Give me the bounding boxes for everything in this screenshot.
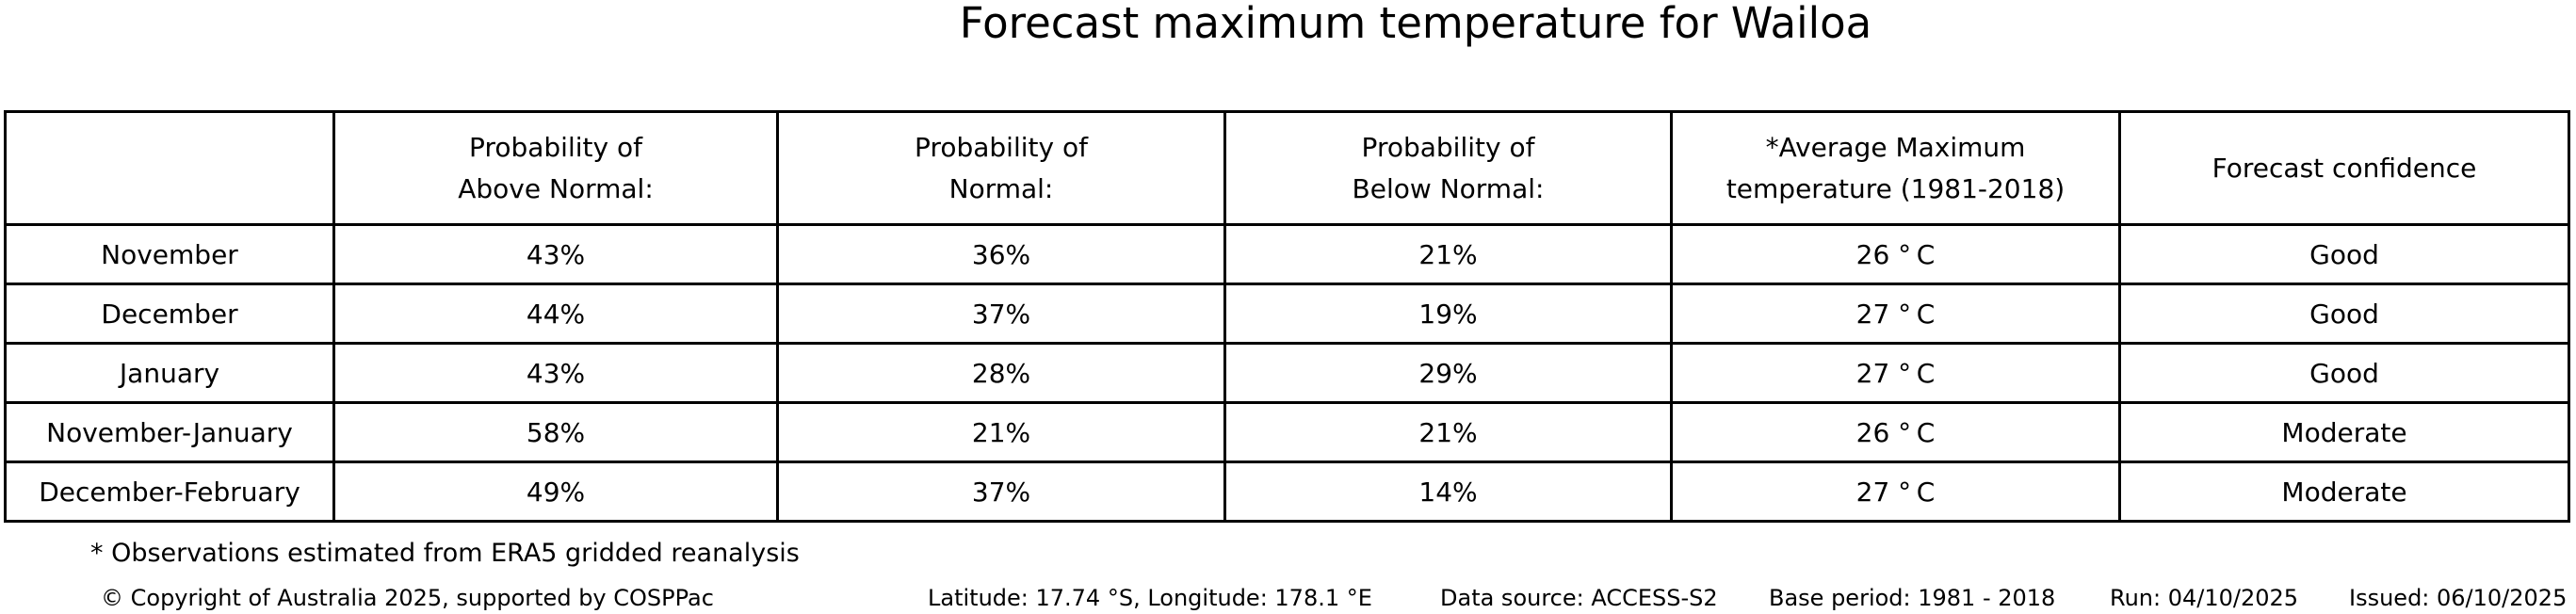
copyright-text: © Copyright of Australia 2025, supported… <box>101 585 714 611</box>
prob-normal-value: 37% <box>776 460 1226 523</box>
prob-below-value: 19% <box>1223 283 1673 345</box>
period-label: December-February <box>4 460 335 523</box>
period-label: November-January <box>4 401 335 463</box>
header-forecast-confidence: Forecast confidence <box>2118 110 2570 226</box>
avg-temp-value: 27 ° C <box>1670 460 2121 523</box>
avg-temp-value: 27 ° C <box>1670 283 2121 345</box>
prob-normal-value: 37% <box>776 283 1226 345</box>
confidence-value: Moderate <box>2118 460 2570 523</box>
prob-above-value: 43% <box>332 223 779 285</box>
table-row: November 43% 36% 21% 26 ° C Good <box>4 223 2570 285</box>
base-period-text: Base period: 1981 - 2018 <box>1769 585 2056 611</box>
prob-normal-value: 36% <box>776 223 1226 285</box>
prob-below-value: 14% <box>1223 460 1673 523</box>
period-label: January <box>4 342 335 404</box>
data-source-text: Data source: ACCESS-S2 <box>1440 585 1718 611</box>
corner-empty-cell <box>4 110 335 226</box>
issued-date-text: Issued: 06/10/2025 <box>2349 585 2568 611</box>
table-row: November-January 58% 21% 21% 26 ° C Mode… <box>4 401 2570 463</box>
table-header-row: Probability of Above Normal: Probability… <box>4 110 2570 226</box>
header-avg-max-temp: *Average Maximum temperature (1981-2018) <box>1670 110 2121 226</box>
run-date-text: Run: 04/10/2025 <box>2110 585 2299 611</box>
lat-lon-text: Latitude: 17.74 °S, Longitude: 178.1 °E <box>928 585 1372 611</box>
prob-below-value: 21% <box>1223 401 1673 463</box>
table-row: December 44% 37% 19% 27 ° C Good <box>4 283 2570 345</box>
confidence-value: Good <box>2118 283 2570 345</box>
confidence-value: Good <box>2118 342 2570 404</box>
prob-below-value: 21% <box>1223 223 1673 285</box>
header-prob-normal: Probability of Normal: <box>776 110 1226 226</box>
prob-above-value: 43% <box>332 342 779 404</box>
avg-temp-value: 26 ° C <box>1670 223 2121 285</box>
prob-normal-value: 28% <box>776 342 1226 404</box>
confidence-value: Good <box>2118 223 2570 285</box>
prob-above-value: 58% <box>332 401 779 463</box>
prob-above-value: 49% <box>332 460 779 523</box>
table-row: December-February 49% 37% 14% 27 ° C Mod… <box>4 460 2570 523</box>
prob-above-value: 44% <box>332 283 779 345</box>
prob-below-value: 29% <box>1223 342 1673 404</box>
period-label: December <box>4 283 335 345</box>
header-prob-above: Probability of Above Normal: <box>332 110 779 226</box>
avg-temp-value: 27 ° C <box>1670 342 2121 404</box>
prob-normal-value: 21% <box>776 401 1226 463</box>
avg-temp-value: 26 ° C <box>1670 401 2121 463</box>
forecast-table: Probability of Above Normal: Probability… <box>4 110 2570 523</box>
confidence-value: Moderate <box>2118 401 2570 463</box>
period-label: November <box>4 223 335 285</box>
table-row: January 43% 28% 29% 27 ° C Good <box>4 342 2570 404</box>
header-prob-below: Probability of Below Normal: <box>1223 110 1673 226</box>
era5-footnote: * Observations estimated from ERA5 gridd… <box>90 539 800 568</box>
page-title: Forecast maximum temperature for Wailoa <box>959 0 1872 48</box>
